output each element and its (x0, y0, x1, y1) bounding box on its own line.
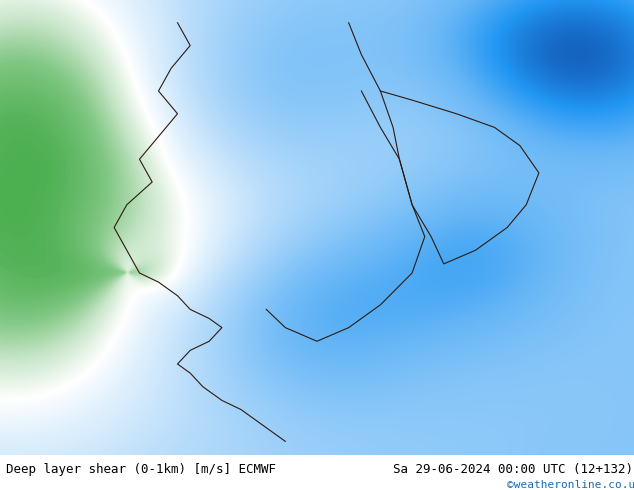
Text: ©weatheronline.co.uk: ©weatheronline.co.uk (507, 480, 634, 490)
Text: Deep layer shear (0-1km) [m/s] ECMWF: Deep layer shear (0-1km) [m/s] ECMWF (6, 463, 276, 475)
Text: Sa 29-06-2024 00:00 UTC (12+132): Sa 29-06-2024 00:00 UTC (12+132) (393, 463, 633, 475)
